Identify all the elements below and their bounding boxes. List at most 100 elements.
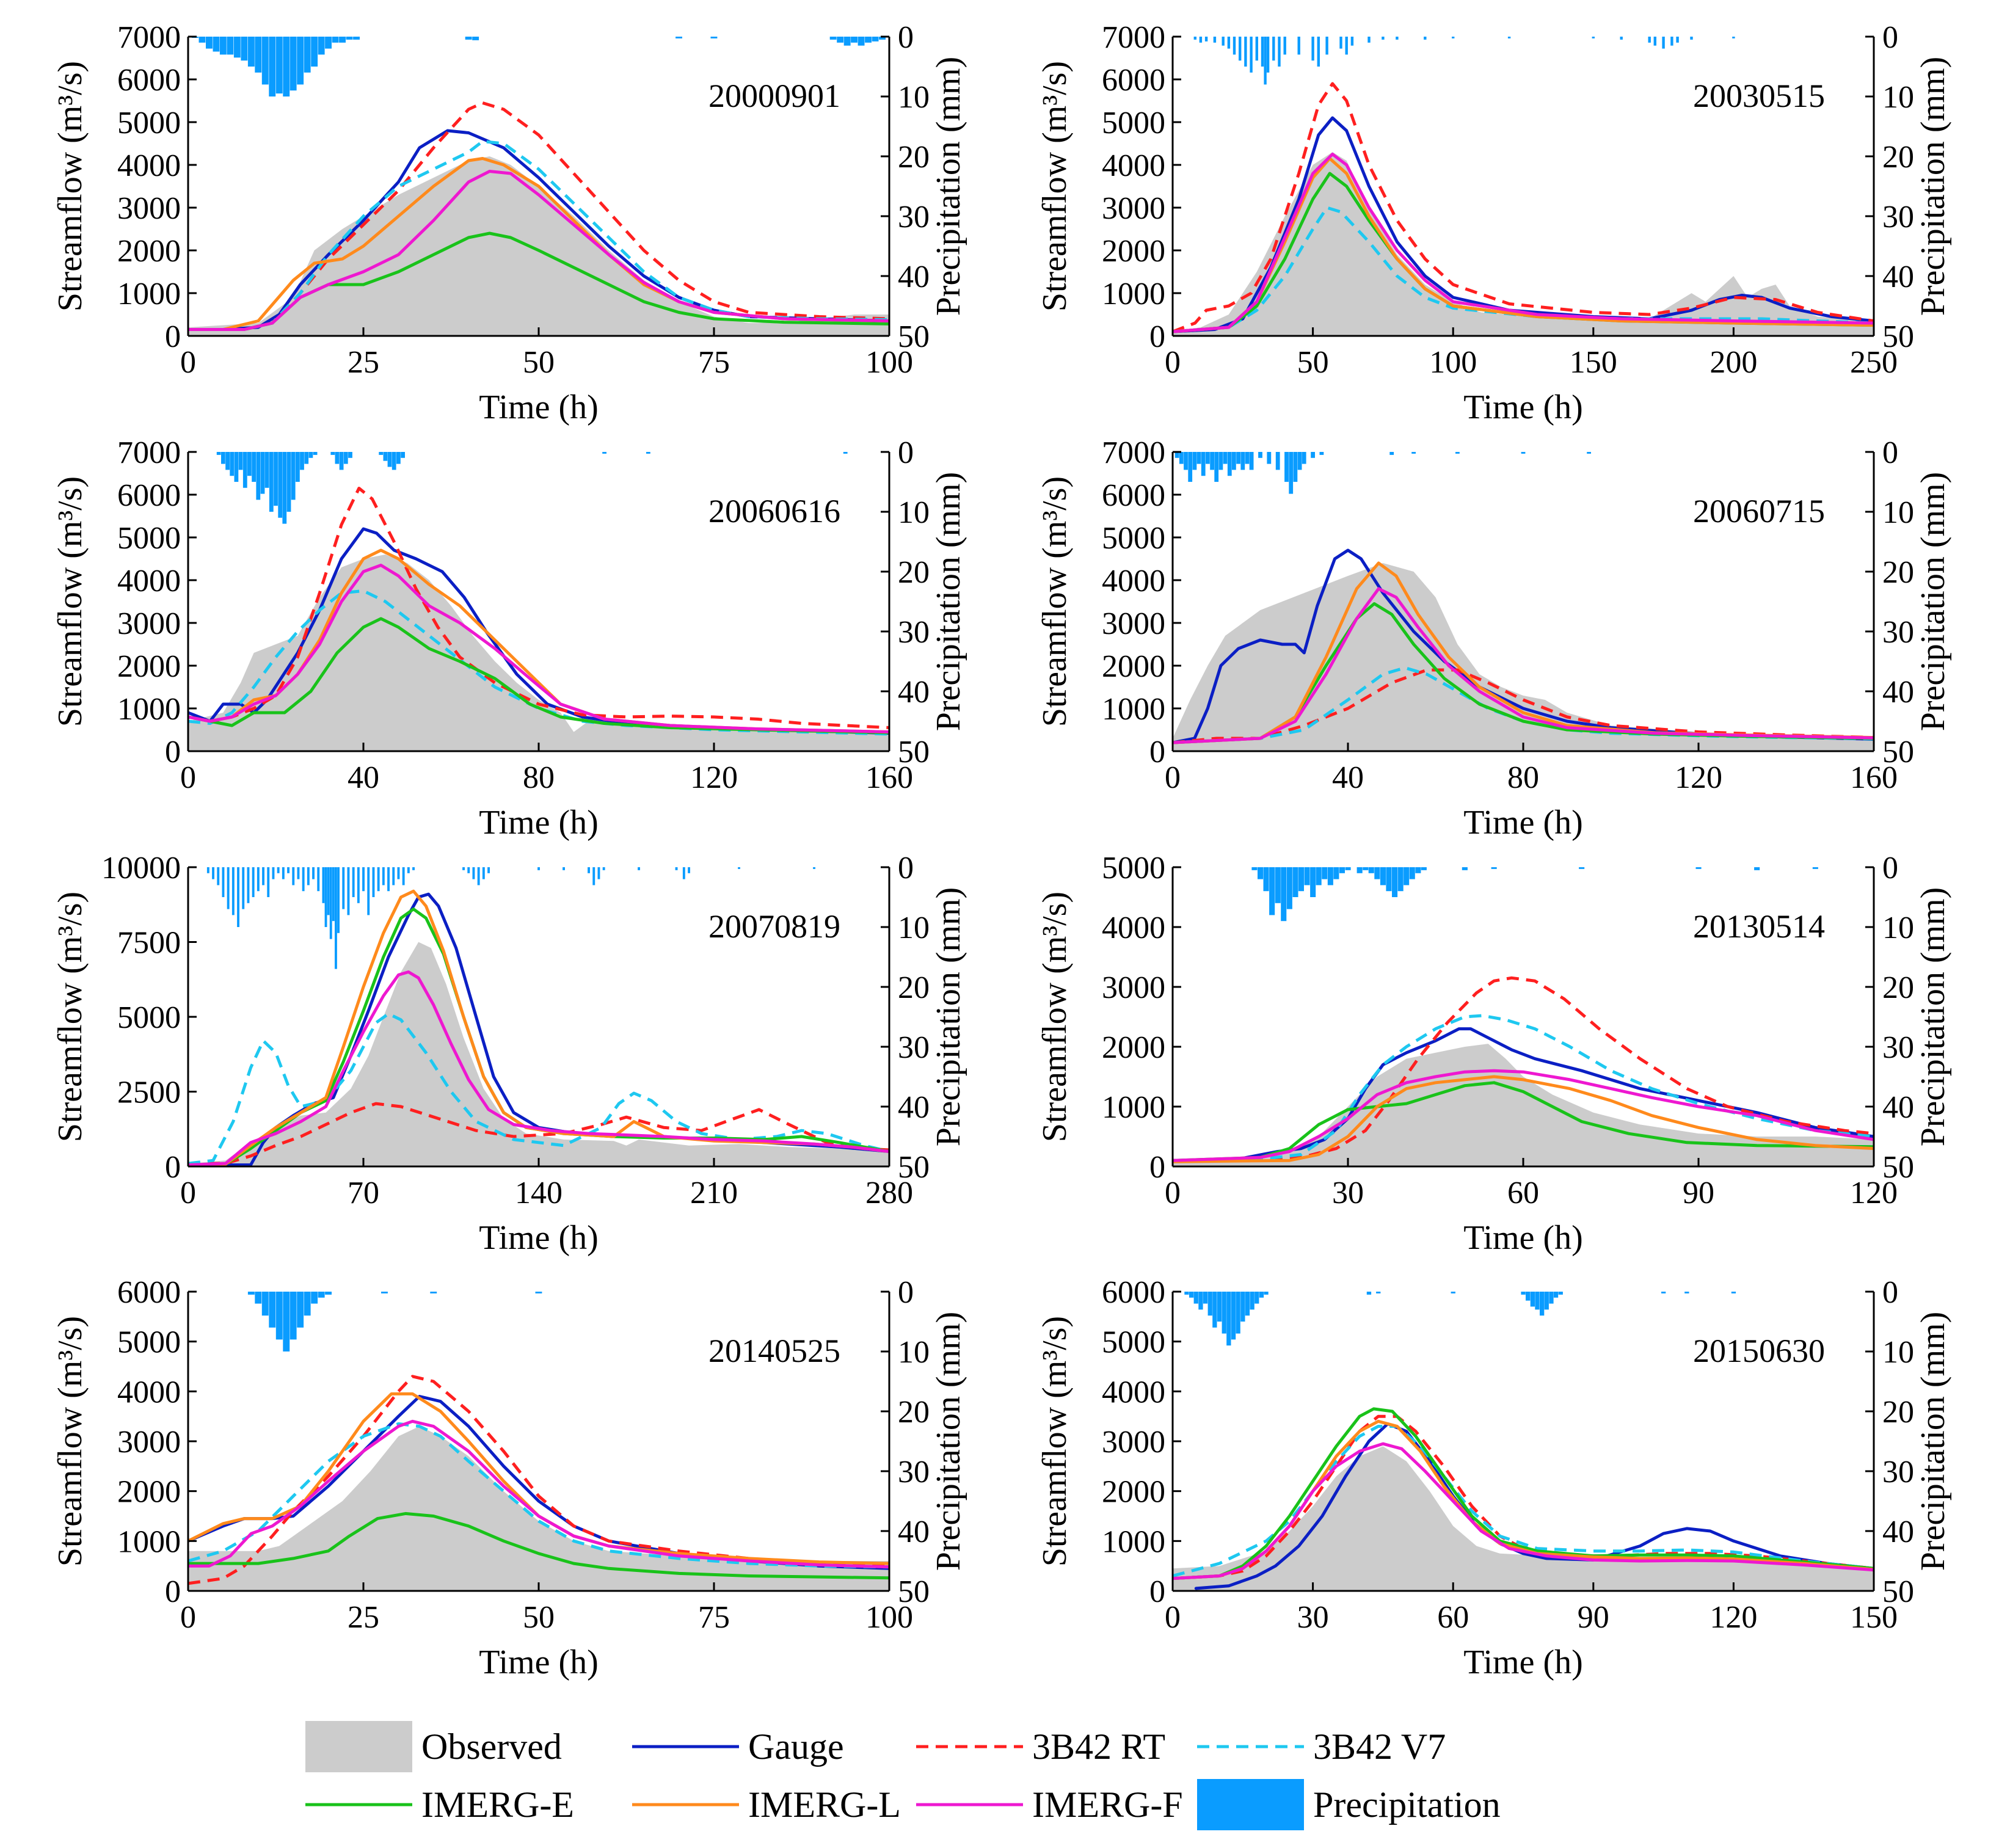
precip-bar	[1255, 37, 1258, 61]
precip-bar	[1661, 1292, 1666, 1293]
precip-bar	[347, 867, 350, 915]
x-axis-title: Time (h)	[1463, 804, 1583, 842]
precip-bar	[1275, 452, 1280, 470]
precip-bar	[1206, 452, 1210, 464]
legend-label-observed: Observed	[421, 1726, 562, 1767]
precip-bar	[387, 452, 392, 467]
plot-area	[1173, 867, 1874, 1166]
precip-bar	[282, 867, 285, 879]
x-axis-title: Time (h)	[479, 804, 599, 842]
precip-bar	[1455, 452, 1460, 454]
plot-area	[188, 1292, 889, 1591]
event-label: 20030515	[1693, 78, 1825, 114]
y-axis-title: Streamflow (m³/s)	[1036, 1316, 1074, 1566]
observed-area	[1173, 1044, 1874, 1166]
precip-bar	[1293, 452, 1298, 482]
precip-bar	[269, 37, 276, 96]
y2-tick-label: 50	[898, 1150, 930, 1185]
y-tick-label: 1000	[117, 277, 181, 311]
legend-swatch-observed	[305, 1721, 412, 1772]
precip-bar	[1356, 867, 1363, 873]
y-tick-label: 4000	[1102, 148, 1165, 183]
precip-bar	[401, 452, 405, 458]
precip-bar	[1368, 867, 1374, 873]
legend-label-rt: 3B42 RT	[1032, 1726, 1165, 1767]
y2-tick-label: 20	[1882, 970, 1914, 1005]
precip-bar	[1311, 452, 1315, 458]
precip-bar	[1210, 452, 1214, 470]
precip-bar	[275, 37, 283, 94]
y-tick-label: 7000	[1102, 435, 1165, 470]
precip-bar	[255, 37, 262, 73]
y-tick-label: 0	[165, 1150, 181, 1185]
precip-bar	[1676, 37, 1679, 43]
y2-axis-title: Precipitation (mm)	[930, 1312, 967, 1571]
y-tick-label: 6000	[1102, 1275, 1165, 1310]
precip-bar	[342, 867, 345, 909]
precip-bar	[467, 867, 470, 873]
precip-bar	[283, 37, 290, 96]
precip-bar	[247, 1292, 255, 1295]
precip-bar	[1292, 867, 1298, 897]
y-tick-label: 0	[1149, 1574, 1165, 1609]
precip-bar	[227, 867, 230, 909]
x-tick-label: 0	[180, 345, 196, 380]
precip-bar	[260, 452, 265, 494]
precip-bar	[1275, 867, 1281, 903]
event-label: 20150630	[1693, 1333, 1825, 1369]
y-tick-label: 0	[1149, 1150, 1165, 1185]
precip-bar	[1380, 867, 1386, 886]
precip-bar	[1222, 1292, 1226, 1334]
precip-bar	[262, 867, 264, 886]
precip-bar	[327, 867, 330, 915]
x-tick-label: 40	[348, 760, 379, 795]
precip-bar	[286, 452, 291, 512]
precip-bar	[1278, 37, 1281, 67]
precip-bar	[1266, 37, 1270, 73]
y-tick-label: 3000	[1102, 1425, 1165, 1460]
precip-bar	[465, 37, 472, 40]
x-tick-label: 0	[1165, 345, 1181, 380]
precip-bar	[1579, 867, 1585, 869]
precip-bar	[592, 867, 595, 886]
precip-bar	[325, 37, 332, 49]
precip-bar	[675, 37, 682, 38]
precip-bar	[1258, 452, 1262, 458]
y2-tick-label: 50	[898, 735, 930, 769]
y-tick-label: 5000	[117, 1000, 181, 1035]
precip-bar	[317, 867, 320, 892]
precip-bar	[1451, 1292, 1455, 1293]
observed-area	[1173, 563, 1874, 751]
x-tick-label: 30	[1332, 1176, 1364, 1210]
precip-bar	[1283, 37, 1286, 55]
precip-bar	[1310, 867, 1316, 897]
y2-tick-label: 40	[1882, 1515, 1914, 1549]
event-label: 20000901	[708, 78, 840, 114]
precip-bar	[261, 1292, 269, 1316]
precip-bar	[675, 867, 678, 870]
precip-bar	[252, 452, 256, 482]
panel-20060715: 0 40 80 120 16001000200030004000500060007000…	[1036, 435, 1952, 842]
precip-bar	[1695, 867, 1702, 869]
y-tick-label: 3000	[117, 606, 181, 641]
precip-bar	[879, 37, 886, 40]
y2-tick-label: 20	[898, 1395, 930, 1430]
precip-bar	[1227, 37, 1231, 49]
legend-swatch-precip	[1197, 1779, 1304, 1830]
precip-bar	[872, 37, 879, 42]
precip-bar	[206, 37, 213, 49]
precip-bar	[217, 867, 220, 886]
precip-bar	[311, 1292, 318, 1304]
imerg_f-line	[188, 1419, 889, 1569]
y-tick-label: 7000	[117, 20, 181, 55]
y2-tick-label: 0	[1882, 435, 1898, 470]
precip-bar	[588, 867, 590, 873]
precip-bar	[307, 867, 310, 886]
precip-bar	[1376, 1292, 1381, 1293]
legend: Observed Gauge 3B42 RT 3B42 V7 IMERG-E IMERG-…	[305, 1721, 1501, 1830]
precip-bar	[1233, 37, 1236, 55]
precip-bar	[291, 452, 296, 500]
x-tick-label: 80	[1507, 760, 1539, 795]
x-tick-label: 100	[865, 1600, 913, 1635]
precip-bar	[1286, 867, 1292, 909]
